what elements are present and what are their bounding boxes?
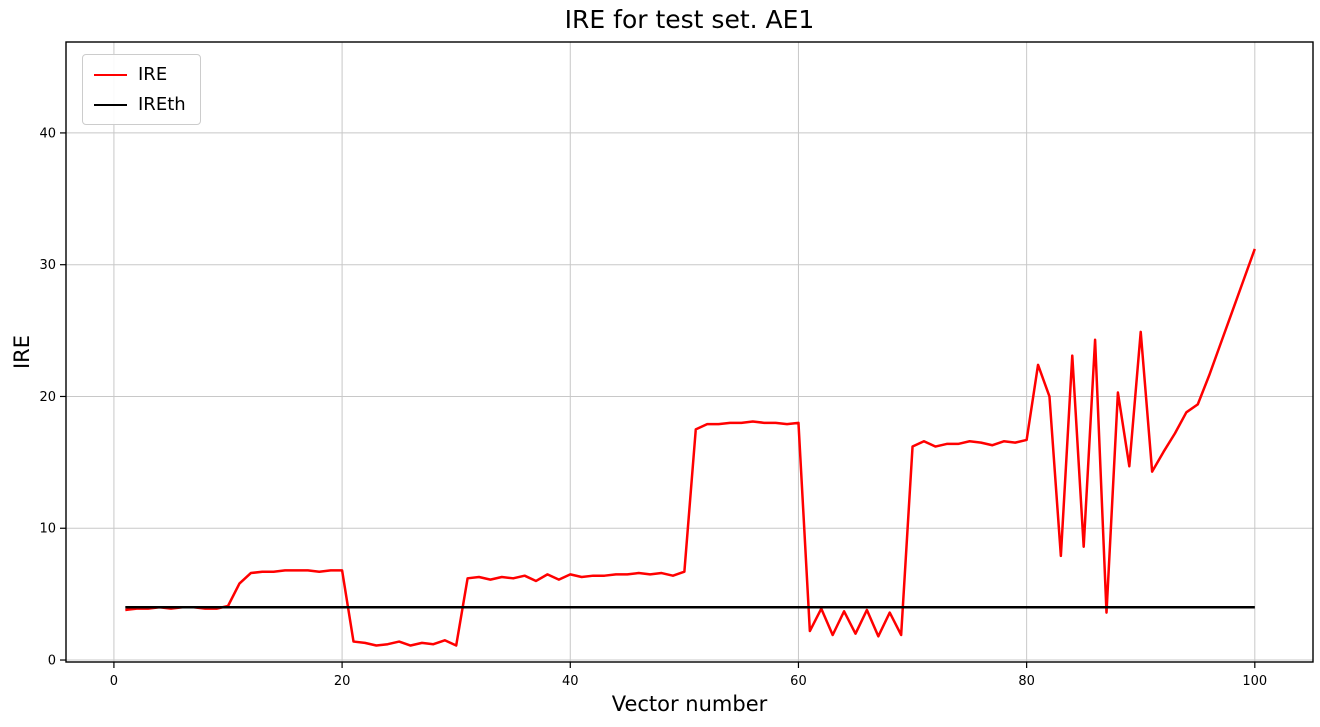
legend-line-swatch-ireth [94,103,127,106]
legend: IRE IREth [82,54,201,125]
axes-border [65,41,1314,663]
legend-label-ire: IRE [138,64,168,85]
chart-title: IRE for test set. AE1 [564,5,815,34]
x-tick-label: 0 [110,674,118,689]
x-tick-label: 20 [334,674,351,689]
legend-line-swatch-ire [94,73,127,76]
y-tick-label: 40 [39,126,56,141]
y-tick-label: 0 [48,654,56,669]
x-axis-label: Vector number [611,692,768,716]
y-tick-label: 20 [39,390,56,405]
legend-item-ire: IRE [94,64,186,85]
legend-item-ireth: IREth [94,94,186,115]
ire-line [125,248,1256,647]
x-tick-label: 80 [1018,674,1035,689]
legend-label-ireth: IREth [138,94,186,115]
y-axis-label: IRE [10,334,34,370]
y-tick-label: 30 [39,258,56,273]
x-tick-label: 40 [562,674,579,689]
y-tick-label: 10 [39,522,56,537]
x-tick-label: 60 [790,674,807,689]
x-tick-label: 100 [1242,674,1267,689]
